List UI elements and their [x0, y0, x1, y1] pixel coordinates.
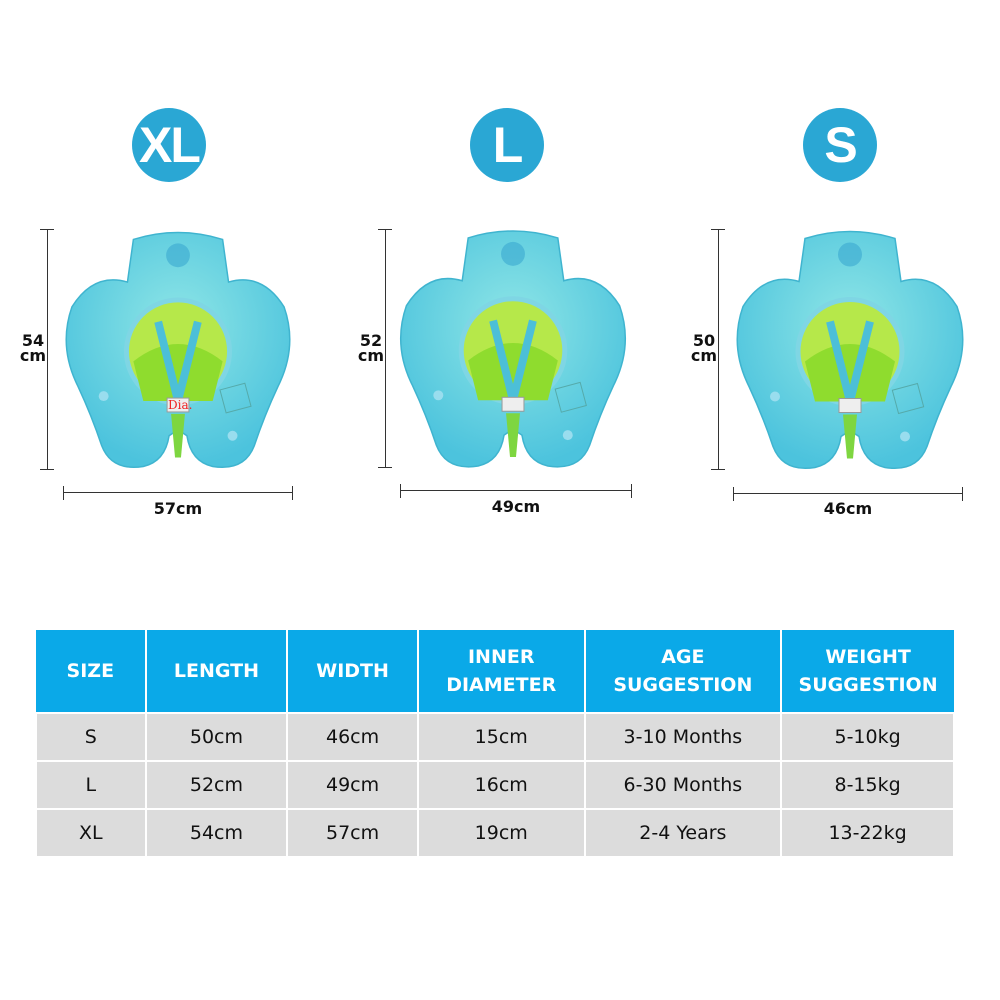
table-row: XL 54cm 57cm 19cm 2-4 Years 13-22kg — [35, 808, 955, 858]
header-age-suggestion: AGE SUGGESTION — [584, 630, 783, 713]
header-length: LENGTH — [145, 630, 289, 713]
cell-width: 46cm — [286, 712, 419, 762]
cell-weight: 5-10kg — [780, 712, 955, 762]
size-badge-l: L — [470, 108, 544, 182]
height-value: 54 — [21, 331, 45, 350]
cell-weight: 13-22kg — [780, 808, 955, 858]
header-size: SIZE — [36, 630, 147, 713]
cell-size: S — [35, 712, 147, 762]
header-inner-diameter: INNER DIAMETER — [417, 630, 586, 713]
cell-weight: 8-15kg — [780, 760, 955, 810]
height-unit: cm — [690, 346, 718, 365]
width-dimension-line — [63, 486, 293, 500]
header-weight-suggestion: WEIGHT SUGGESTION — [781, 630, 954, 713]
cell-width: 57cm — [286, 808, 419, 858]
dia-label: Dia. — [168, 398, 192, 412]
height-unit: cm — [19, 346, 47, 365]
width-label: 57cm — [153, 499, 203, 518]
cell-inner-diameter: 16cm — [416, 760, 586, 810]
cell-age: 6-30 Months — [583, 760, 783, 810]
cell-size: XL — [35, 808, 147, 858]
width-label: 49cm — [491, 497, 541, 516]
width-dimension-line — [733, 487, 963, 501]
width-label: 46cm — [823, 499, 873, 518]
height-value: 52 — [359, 331, 383, 350]
cell-length: 54cm — [144, 808, 289, 858]
table-row: S 50cm 46cm 15cm 3-10 Months 5-10kg — [35, 712, 955, 762]
height-dimension-line — [378, 229, 392, 468]
cell-width: 49cm — [286, 760, 419, 810]
height-value: 50 — [692, 331, 716, 350]
baby-swim-float-xl-image: Dia. — [64, 226, 292, 472]
cell-length: 50cm — [144, 712, 289, 762]
table-row: L 52cm 49cm 16cm 6-30 Months 8-15kg — [35, 760, 955, 810]
height-label: 50 cm — [689, 331, 719, 365]
height-unit: cm — [357, 346, 385, 365]
table-header-row: SIZE LENGTH WIDTH INNER DIAMETER AGE SUGGE… — [36, 630, 954, 713]
width-dimension-line — [400, 484, 632, 498]
height-dimension-line — [711, 229, 725, 470]
cell-size: L — [35, 760, 147, 810]
size-badge-s: S — [803, 108, 877, 182]
height-label: 54 cm — [18, 331, 48, 365]
size-badge-xl: XL — [132, 108, 206, 182]
height-dimension-line — [40, 229, 54, 470]
size-chart-table: SIZE LENGTH WIDTH INNER DIAMETER AGE SUGGE… — [35, 630, 955, 858]
height-label: 52 cm — [356, 331, 386, 365]
cell-inner-diameter: 15cm — [416, 712, 586, 762]
baby-swim-float-l-image — [396, 226, 630, 470]
cell-age: 3-10 Months — [583, 712, 783, 762]
cell-length: 52cm — [144, 760, 289, 810]
cell-age: 2-4 Years — [583, 808, 783, 858]
baby-swim-float-s-image — [735, 226, 965, 472]
cell-inner-diameter: 19cm — [416, 808, 586, 858]
header-width: WIDTH — [287, 630, 419, 713]
